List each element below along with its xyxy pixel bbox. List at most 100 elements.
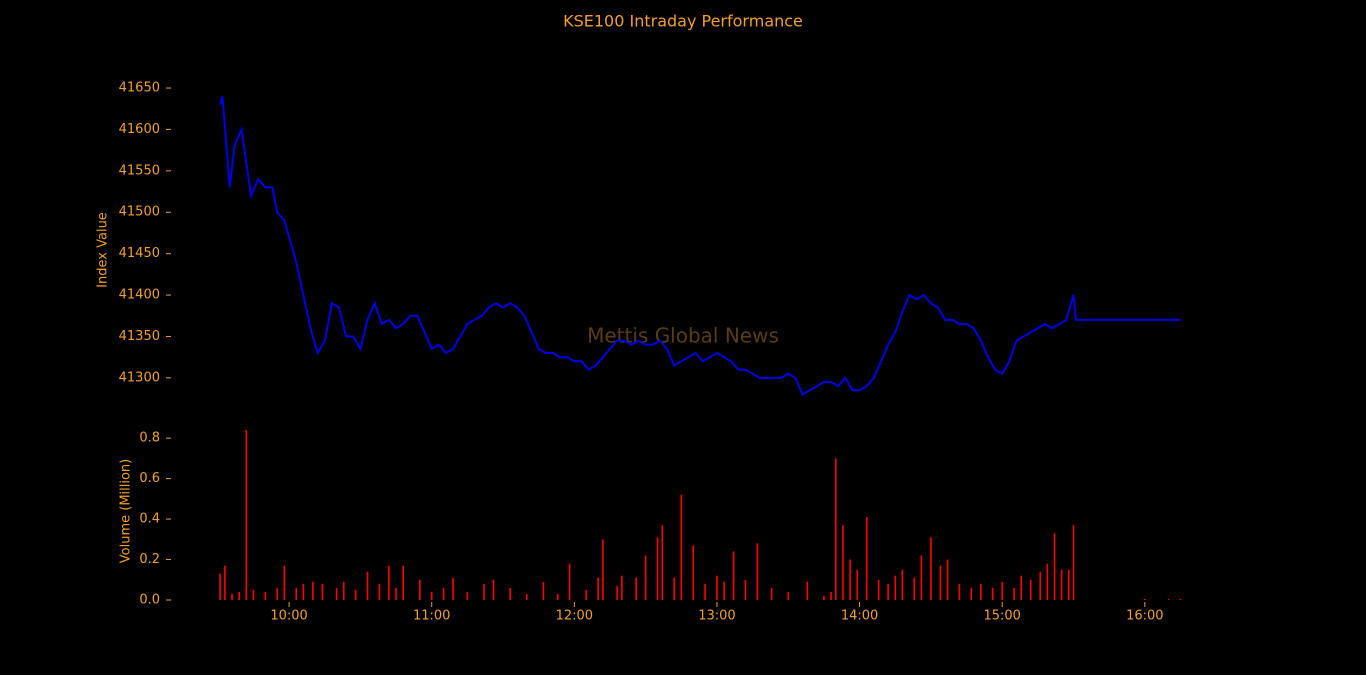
volume-bar: [1067, 569, 1070, 600]
volume-bar: [887, 583, 889, 600]
volume-bar: [354, 589, 357, 600]
volume-bar: [849, 559, 851, 600]
volume-bar: [585, 589, 588, 600]
volume-bar: [656, 537, 659, 600]
volume-bar: [302, 583, 305, 600]
volume-bar: [388, 565, 390, 600]
volume-bar: [509, 587, 511, 600]
y-tick-label: 41550: [119, 163, 160, 178]
volume-bar: [970, 587, 973, 600]
index-line: [219, 96, 1181, 396]
volume-bar: [1167, 598, 1170, 600]
y-axis-label: Volume (Million): [119, 459, 134, 563]
volume-bar: [542, 581, 545, 600]
volume-bar: [238, 591, 240, 600]
watermark: Mettis Global News: [587, 324, 779, 348]
volume-bar: [1179, 598, 1182, 600]
volume-bar: [264, 591, 267, 600]
volume-bar: [402, 565, 404, 600]
volume-bar: [787, 591, 790, 600]
volume-bar: [673, 577, 675, 600]
volume-bar: [830, 591, 832, 600]
volume-bar: [1060, 569, 1063, 600]
volume-bar: [901, 569, 904, 600]
y-tick-label: 0.2: [139, 552, 160, 567]
volume-bar: [442, 587, 445, 600]
volume-bar: [661, 525, 664, 600]
y-tick-label: 41600: [119, 122, 160, 137]
volume-bar: [395, 587, 397, 600]
volume-bar: [856, 569, 859, 600]
volume-bar: [224, 565, 226, 600]
y-tick-label: 41650: [119, 81, 160, 96]
volume-bar: [913, 577, 916, 600]
volume-bar: [930, 537, 932, 600]
x-tick-label: 13:00: [698, 609, 735, 624]
volume-bar: [991, 587, 994, 600]
volume-bar: [770, 587, 773, 600]
volume-bar: [283, 565, 286, 600]
volume-bar: [419, 579, 421, 600]
y-tick-label: 41300: [119, 370, 160, 385]
volume-bar: [245, 430, 248, 600]
x-tick-label: 12:00: [556, 609, 593, 624]
volume-bar: [616, 585, 618, 600]
volume-bar: [568, 563, 571, 600]
volume-bar: [295, 587, 298, 600]
volume-bar: [877, 579, 880, 600]
x-tick-label: 16:00: [1126, 609, 1163, 624]
volume-bar: [342, 581, 345, 600]
y-tick-label: 0.0: [139, 593, 160, 608]
volume-bar: [806, 581, 809, 600]
x-tick-label: 10:00: [270, 609, 307, 624]
y-tick-label: 0.4: [139, 512, 160, 527]
x-tick-label: 15:00: [983, 609, 1020, 624]
volume-bar: [452, 577, 454, 600]
volume-bar: [321, 583, 324, 600]
volume-bar: [823, 595, 825, 600]
volume-bar: [835, 458, 837, 600]
volume-bar: [1046, 563, 1049, 600]
volume-bar: [1013, 587, 1015, 600]
y-tick-label: 41400: [119, 288, 160, 303]
volume-bar: [894, 575, 897, 600]
volume-bar: [716, 575, 718, 600]
y-axis-label: Index Value: [96, 212, 111, 288]
volume-bar: [635, 577, 637, 600]
volume-bar: [704, 583, 706, 600]
x-tick-label: 14:00: [841, 609, 878, 624]
volume-bar: [842, 525, 844, 600]
volume-bar: [252, 589, 255, 600]
x-tick-label: 11:00: [413, 609, 450, 624]
volume-bar: [1020, 575, 1023, 600]
volume-bar: [980, 583, 982, 600]
volume-bar: [939, 565, 942, 600]
volume-bar: [1072, 525, 1075, 600]
volume-bar: [1039, 571, 1042, 600]
y-tick-label: 0.8: [139, 431, 160, 446]
volume-bar: [335, 587, 338, 600]
volume-bar: [430, 591, 433, 600]
y-tick-label: 41350: [119, 329, 160, 344]
volume-bar: [920, 555, 923, 600]
volume-bar: [958, 583, 961, 600]
volume-bar: [621, 575, 623, 600]
volume-bar: [1144, 598, 1146, 600]
volume-bar: [680, 494, 683, 600]
chart-title: KSE100 Intraday Performance: [563, 12, 803, 31]
volume-bar: [378, 583, 381, 600]
volume-bar: [483, 583, 485, 600]
volume-bar: [526, 593, 528, 600]
volume-bar: [946, 559, 949, 600]
volume-bar: [1001, 581, 1004, 600]
volume-bar: [644, 555, 647, 600]
volume-bar: [756, 543, 759, 600]
volume-bar: [692, 545, 694, 600]
volume-bar: [744, 579, 747, 600]
volume-bar: [466, 591, 469, 600]
volume-bar: [597, 577, 599, 600]
volume-bar: [865, 517, 868, 600]
volume-bar: [231, 593, 233, 600]
volume-bar: [1053, 533, 1056, 600]
